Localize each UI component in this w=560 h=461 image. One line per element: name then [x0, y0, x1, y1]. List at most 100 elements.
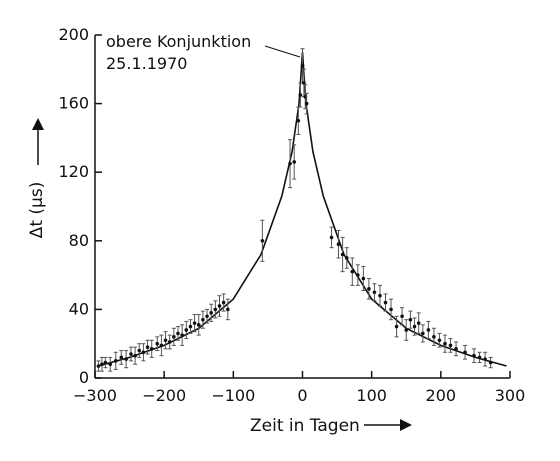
data-marker [292, 160, 297, 164]
data-marker [329, 235, 334, 240]
data-marker [437, 338, 442, 343]
data-point [477, 351, 482, 364]
data-marker [176, 331, 180, 336]
data-marker [108, 362, 113, 367]
fit-curve [98, 52, 507, 367]
data-marker [141, 350, 146, 355]
data-marker [367, 287, 371, 291]
data-marker [180, 333, 184, 337]
data-point [149, 339, 154, 358]
data-point [463, 344, 468, 360]
data-point [366, 278, 371, 300]
data-point [188, 319, 193, 334]
data-point [221, 293, 226, 312]
data-point [180, 324, 185, 346]
y-axis-ticks: 0 40 80 120 160 200 [58, 25, 102, 387]
data-point [99, 356, 104, 372]
data-point [336, 230, 341, 259]
data-point [408, 310, 413, 329]
y-tick-label: 80 [69, 231, 89, 250]
x-tick-label: −200 [142, 386, 186, 405]
x-axis-title: Zeit in Tagen [250, 416, 360, 436]
data-marker [350, 269, 355, 274]
data-marker [361, 276, 366, 281]
data-point [329, 226, 334, 249]
data-point [141, 343, 146, 362]
data-marker [304, 101, 309, 106]
data-marker [145, 345, 150, 349]
data-point [420, 324, 425, 343]
data-marker [119, 355, 124, 360]
data-marker [209, 311, 213, 315]
data-point [389, 298, 394, 321]
data-marker [300, 64, 305, 68]
x-tick-label: 200 [426, 386, 457, 405]
x-tick-label: −100 [211, 386, 255, 405]
x-tick-label: 300 [495, 386, 526, 405]
y-axis-arrow-icon [32, 118, 44, 130]
data-marker [129, 352, 133, 356]
data-marker [412, 324, 417, 329]
data-marker [443, 341, 447, 346]
data-marker [172, 335, 176, 339]
data-marker [383, 300, 388, 305]
data-marker [394, 324, 399, 329]
data-marker [226, 307, 230, 312]
data-marker [296, 118, 301, 123]
data-point [437, 332, 442, 348]
data-marker [217, 304, 222, 308]
data-marker [356, 273, 360, 277]
data-marker [133, 353, 137, 358]
data-point [163, 331, 168, 350]
data-marker [340, 252, 345, 257]
data-point [472, 348, 477, 364]
data-point [119, 350, 124, 365]
data-marker [416, 321, 421, 325]
fit-curve-group [98, 52, 507, 367]
data-point [217, 295, 222, 317]
data-marker [344, 256, 349, 260]
data-point [454, 341, 459, 357]
data-point [412, 317, 417, 336]
annotation-line-1: obere Konjunktion [106, 32, 251, 51]
data-marker [100, 362, 104, 367]
x-tick-label: 0 [297, 386, 307, 405]
data-point [96, 360, 101, 372]
data-point [159, 334, 164, 357]
data-marker [463, 350, 467, 355]
data-point [192, 314, 197, 333]
data-point [488, 356, 493, 369]
annotation-leader [264, 45, 301, 58]
data-point [171, 327, 176, 346]
data-marker [448, 343, 453, 348]
x-tick-label: 100 [356, 386, 387, 405]
y-tick-label: 40 [69, 299, 89, 318]
data-marker [302, 81, 306, 85]
x-axis-title-group: Zeit in Tagen [250, 416, 412, 436]
y-tick-label: 160 [58, 94, 89, 113]
data-point [394, 315, 399, 338]
data-point [128, 346, 133, 362]
data-marker [137, 348, 142, 353]
y-axis-title-group: Δt (µs) [27, 118, 47, 238]
data-point [483, 351, 488, 367]
data-marker [404, 328, 409, 332]
y-tick-label: 0 [79, 368, 89, 387]
data-marker [378, 293, 382, 298]
data-point [404, 319, 409, 341]
data-marker [201, 317, 205, 322]
data-marker [488, 360, 493, 365]
data-point [145, 339, 150, 355]
data-point [155, 336, 160, 352]
data-marker [103, 360, 108, 365]
data-point [113, 351, 118, 370]
data-marker [389, 307, 393, 312]
x-tick-label: −300 [73, 386, 117, 405]
data-marker [155, 341, 160, 346]
y-tick-label: 120 [58, 162, 89, 181]
data-point [377, 284, 382, 307]
data-marker [400, 314, 404, 319]
data-point [292, 144, 297, 180]
data-point [209, 303, 214, 322]
